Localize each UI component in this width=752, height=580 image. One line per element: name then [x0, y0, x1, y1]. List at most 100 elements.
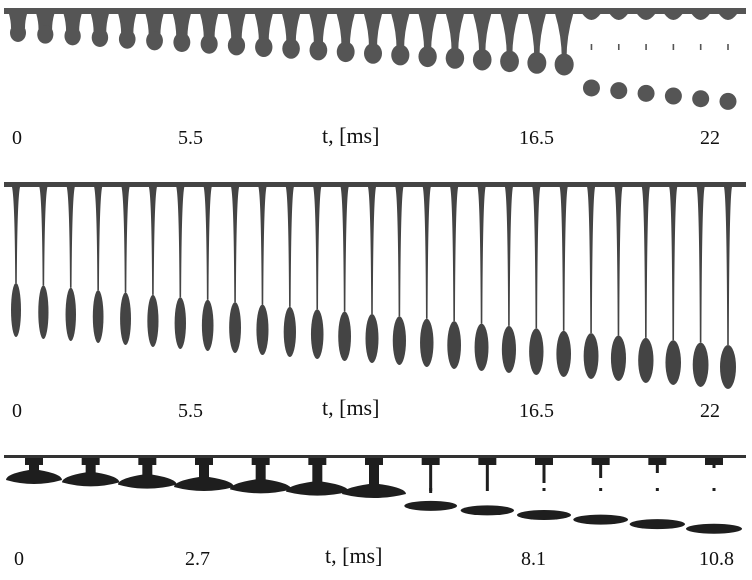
p2-frame [174, 187, 186, 349]
p1-time-label-2: 16.5 [519, 127, 554, 149]
p3-frame [686, 458, 742, 534]
p3-sheet [62, 465, 120, 487]
p2-filament [12, 187, 20, 283]
p1-neck [90, 14, 109, 33]
p2-frame [638, 187, 654, 383]
p1-neck [418, 14, 437, 52]
p1-neck [473, 14, 492, 55]
p2-drop [65, 287, 77, 341]
p2-frame [474, 187, 489, 371]
p2-filament [395, 187, 404, 317]
p2-filament [340, 187, 349, 312]
panel-1-drop-pinchoff [4, 8, 746, 110]
p2-filament [477, 187, 486, 324]
p2-filament [504, 187, 513, 326]
p3-frame [230, 458, 292, 494]
p3-frame [629, 458, 685, 530]
p3-detached-sheet [517, 510, 571, 520]
p3-frame [573, 458, 629, 525]
p1-drop [500, 50, 519, 73]
p3-thread [655, 465, 659, 473]
p2-drop [392, 316, 406, 366]
p1-frame [637, 14, 656, 102]
p1-satellite [617, 44, 620, 50]
p3-thread [542, 465, 546, 483]
p3-stem-cap [251, 458, 270, 465]
p2-frame [665, 187, 681, 385]
p2-frame [38, 187, 49, 340]
p3-frame [517, 458, 571, 520]
p2-filament [176, 187, 185, 298]
p1-axis-label: t, [ms] [322, 123, 380, 148]
p1-drop [472, 49, 492, 71]
p1-drop [37, 25, 54, 44]
p2-frame [365, 187, 379, 363]
p3-stem-cap [308, 458, 327, 465]
p2-drop [610, 335, 626, 381]
p2-frame [147, 187, 159, 348]
p2-drop [38, 285, 49, 340]
p1-drop [173, 32, 191, 53]
p3-sheet [118, 465, 177, 489]
p1-neck [254, 14, 273, 42]
p3-satellite [429, 488, 433, 491]
p2-drop [556, 330, 571, 377]
p1-frame [90, 14, 109, 48]
p2-drop [692, 342, 709, 387]
p3-stem-cap [138, 458, 157, 465]
p3-detached-sheet [686, 523, 742, 534]
p1-frame [609, 14, 628, 100]
p3-frame [342, 458, 406, 498]
p1-detached-drop [637, 84, 655, 102]
p1-detached-drop [719, 92, 737, 110]
p1-residual-cap [609, 14, 628, 20]
p1-frame [527, 14, 547, 74]
p2-filament [39, 187, 48, 286]
p3-frame [286, 458, 349, 496]
p1-residual-cap [637, 14, 656, 20]
p1-satellite [590, 44, 593, 50]
p1-neck [9, 14, 27, 28]
p2-time-label-1: 5.5 [178, 400, 203, 422]
p1-frame [36, 14, 55, 44]
p1-detached-drop [692, 90, 710, 108]
p2-frame [92, 187, 104, 344]
p1-residual-cap [691, 14, 710, 20]
p1-neck [336, 14, 355, 47]
p1-neck [36, 14, 55, 30]
p1-neck [63, 14, 82, 32]
p3-stem-cap [25, 458, 43, 465]
p2-drop [338, 311, 351, 361]
p2-frame [65, 187, 77, 341]
p2-time-label-3: 22 [700, 400, 720, 422]
p2-frame [338, 187, 351, 361]
p2-frame [583, 187, 599, 379]
p1-drop [309, 40, 328, 61]
p2-drop [365, 314, 379, 363]
p1-time-label-0: 0 [12, 127, 22, 149]
p3-detached-sheet [629, 519, 685, 530]
p3-satellite [599, 488, 603, 491]
p2-filament [285, 187, 294, 307]
p3-stem-cap [648, 458, 667, 465]
p1-neck [118, 14, 137, 35]
p1-frame [200, 14, 219, 54]
p3-sheet [286, 465, 349, 496]
p1-satellite [699, 44, 702, 50]
p2-drop [11, 283, 21, 337]
p3-thread [485, 465, 489, 488]
p1-drop [391, 44, 410, 66]
p2-frame [610, 187, 626, 381]
p3-stem-cap [421, 458, 440, 465]
p1-drop [364, 43, 382, 64]
p1-frame [364, 14, 382, 64]
p2-filament [532, 187, 541, 329]
p2-frame [529, 187, 544, 375]
p1-drop [554, 53, 574, 76]
p2-filament [258, 187, 267, 305]
p1-neck [364, 14, 382, 48]
p3-detached-sheet [404, 500, 457, 511]
p1-frame [554, 14, 574, 76]
p2-filament [121, 187, 130, 293]
p1-drop [445, 47, 465, 69]
